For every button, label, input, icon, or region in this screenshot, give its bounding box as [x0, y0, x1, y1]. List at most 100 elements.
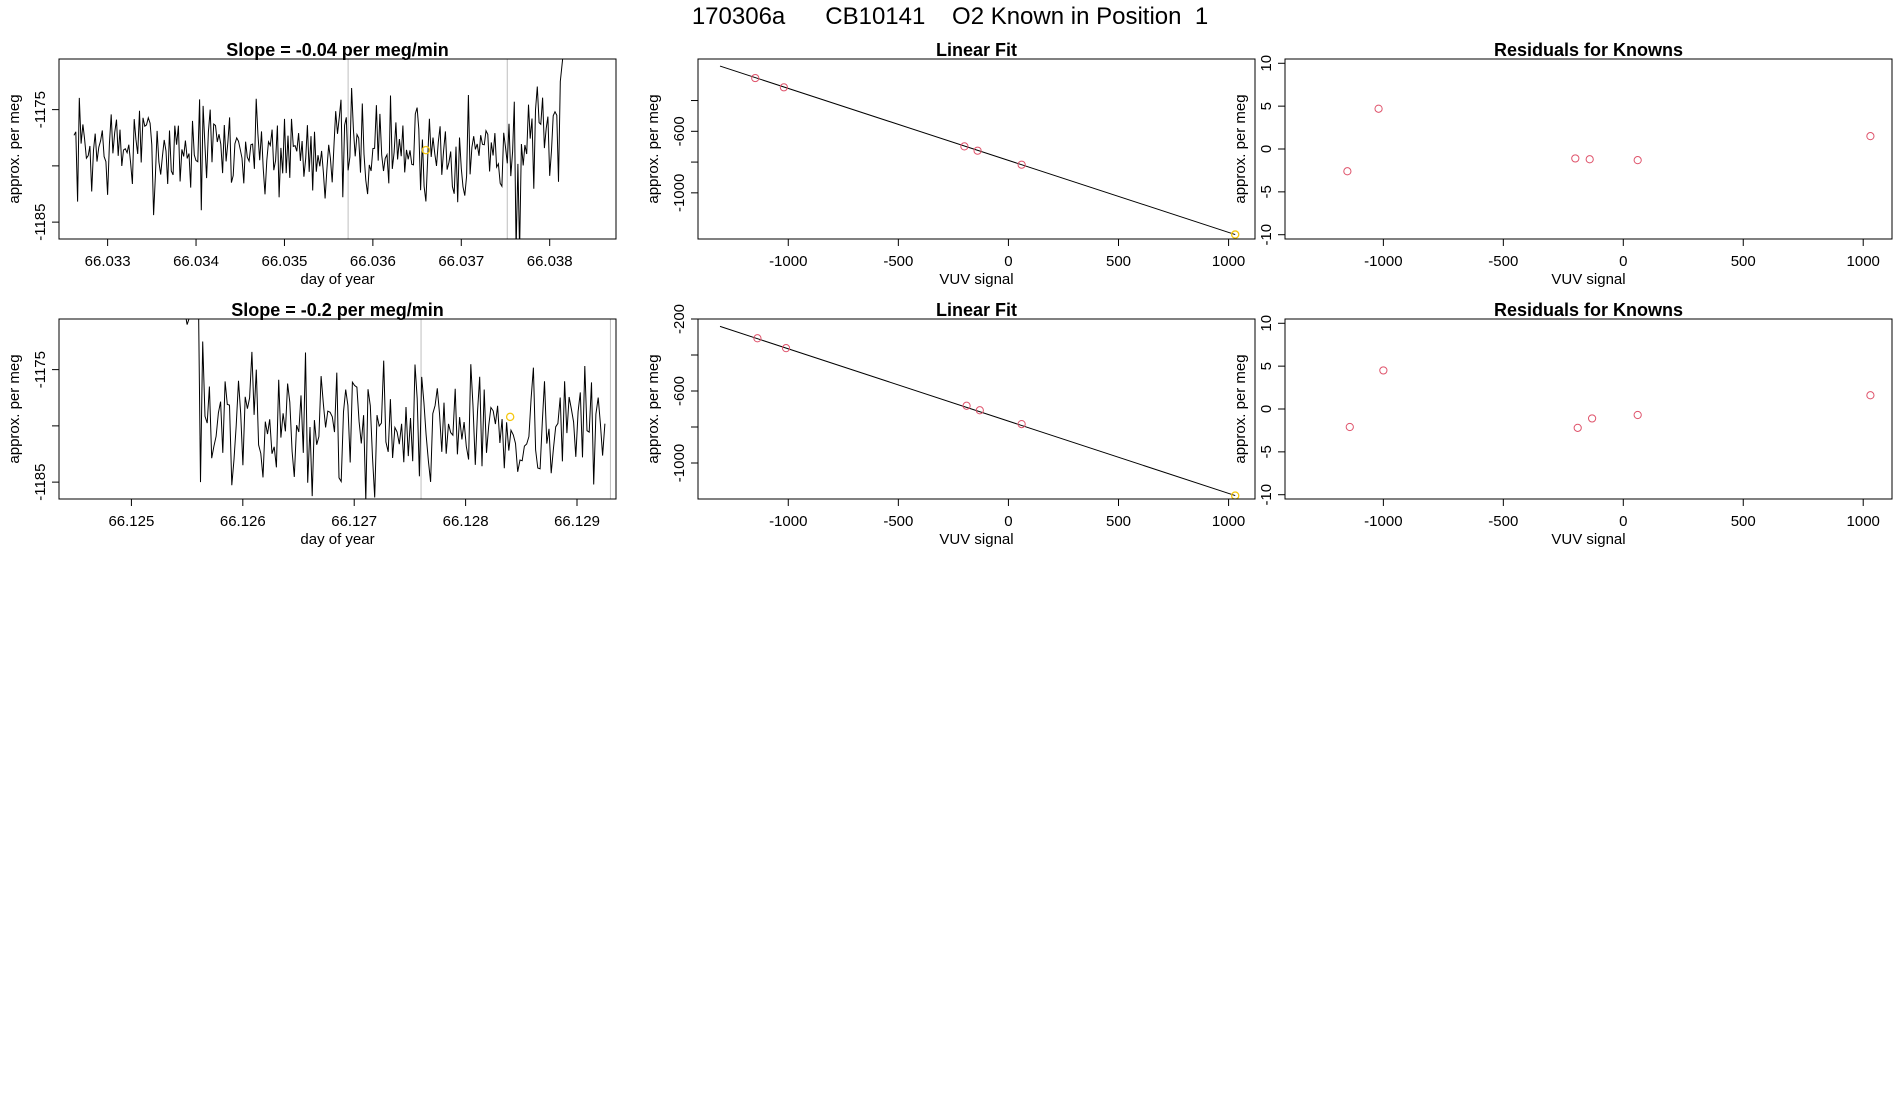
data-point-4 [1017, 160, 1026, 169]
x-tick-label-0: -1000 [1364, 513, 1402, 530]
page-title: 170306a CB10141 O2 Known in Position 1 [691, 3, 1209, 30]
y-tick-label-0: -1000 [671, 444, 688, 482]
x-tick-label-0: -1000 [769, 253, 807, 270]
y-axis-label: approx. per meg [6, 94, 23, 203]
data-point-1 [1374, 104, 1383, 113]
highlight-point [421, 145, 431, 155]
x-tick-label-5: 66.038 [527, 253, 573, 270]
fit-line [719, 325, 1236, 497]
panel-res2: Residuals for Knowns -1000 -500 0 500 1000 VUV… [1232, 300, 1893, 548]
plot-frame [697, 318, 1256, 500]
x-tick-label-2: 0 [1004, 513, 1012, 530]
data-point-5 [1866, 132, 1875, 141]
x-tick-label-1: 66.126 [220, 513, 266, 530]
data-point-3 [973, 146, 982, 155]
x-tick-label-2: 66.035 [262, 253, 308, 270]
plot-data [719, 325, 1240, 499]
x-axis-label: day of year [300, 531, 374, 548]
y-axis-label: approx. per meg [645, 94, 662, 203]
data-point-1 [781, 344, 791, 353]
plot-frame [58, 318, 617, 500]
panel-res1: Residuals for Knowns -1000 -500 0 500 1000 VUV… [1232, 40, 1893, 288]
chart-title: Linear Fit [936, 300, 1017, 320]
y-tick-label-3: 5 [1258, 362, 1275, 370]
x-axis-label: VUV signal [1551, 531, 1625, 548]
chart-title: Slope = -0.2 per meg/min [231, 300, 444, 320]
x-tick-label-4: 1000 [1212, 253, 1245, 270]
x-axis-label: VUV signal [1551, 271, 1625, 288]
x-tick-label-4: 66.129 [554, 513, 600, 530]
panel-fit1: Linear Fit -1000 -500 0 500 1000 VUV signal -10… [645, 40, 1256, 288]
x-tick-label-3: 66.128 [443, 513, 489, 530]
data-point-3 [975, 406, 984, 415]
data-point-1 [779, 83, 788, 92]
x-tick-label-1: 66.034 [173, 253, 219, 270]
data-point-0 [1343, 167, 1352, 176]
data-point-0 [751, 73, 760, 83]
x-tick-label-0: -1000 [769, 513, 807, 530]
highlight-point [1230, 491, 1240, 499]
x-tick-label-3: 500 [1731, 253, 1756, 270]
x-tick-label-0: 66.033 [85, 253, 131, 270]
y-tick-label-2: 0 [1258, 145, 1275, 153]
data-point-2 [1571, 154, 1580, 163]
series-line [185, 319, 606, 499]
x-tick-label-2: 0 [1004, 253, 1012, 270]
y-tick-label-3: 5 [1258, 102, 1275, 110]
y-axis-label: approx. per meg [1232, 354, 1249, 463]
y-tick-label-4: -200 [671, 304, 688, 334]
y-tick-label-4: 10 [1258, 315, 1275, 332]
data-point-2 [962, 401, 971, 410]
data-point-2 [1573, 423, 1582, 432]
x-tick-label-1: -500 [883, 253, 913, 270]
y-tick-label-0: -1000 [671, 174, 688, 212]
data-point-0 [753, 334, 762, 343]
plot-data [719, 65, 1240, 239]
x-tick-label-2: 0 [1619, 253, 1627, 270]
chart-title: Linear Fit [936, 40, 1017, 60]
data-point-3 [1587, 414, 1597, 423]
y-tick-label-2: -600 [671, 116, 688, 146]
x-axis-label: day of year [300, 271, 374, 288]
y-axis-label: approx. per meg [1232, 94, 1249, 203]
x-tick-label-3: 66.036 [350, 253, 396, 270]
chart-title: Slope = -0.04 per meg/min [226, 40, 449, 60]
y-tick-label-2: -600 [671, 376, 688, 406]
x-tick-label-4: 66.037 [438, 253, 484, 270]
data-point-5 [1866, 391, 1875, 400]
panel-fit2: Linear Fit -1000 -500 0 500 1000 VUV signal -10… [645, 300, 1256, 548]
chart-title: Residuals for Knowns [1494, 300, 1683, 320]
x-tick-label-3: 500 [1106, 513, 1131, 530]
y-tick-label-1: -5 [1258, 185, 1275, 198]
y-axis-label: approx. per meg [6, 354, 23, 463]
x-tick-label-0: 66.125 [108, 513, 154, 530]
y-tick-label-0: -10 [1258, 224, 1275, 246]
highlight-point [1230, 230, 1240, 239]
data-point-4 [1017, 420, 1026, 429]
x-tick-label-1: -500 [1488, 253, 1518, 270]
y-tick-label-0: -1185 [32, 203, 49, 240]
data-point-1 [1379, 366, 1388, 375]
panel-ts2: Slope = -0.2 per meg/min 66.125 66.126 66.1… [6, 300, 617, 548]
x-tick-label-1: -500 [883, 513, 913, 530]
y-tick-label-0: -10 [1258, 484, 1275, 506]
x-tick-label-2: 0 [1619, 513, 1627, 530]
plot-frame [1284, 58, 1893, 240]
y-axis-label: approx. per meg [645, 354, 662, 463]
x-tick-label-4: 1000 [1212, 513, 1245, 530]
chart-title: Residuals for Knowns [1494, 40, 1683, 60]
y-tick-label-4: 10 [1258, 55, 1275, 72]
plot-frame [697, 58, 1256, 240]
plot-data [185, 319, 611, 499]
y-tick-label-0: -1185 [32, 463, 49, 500]
plot-data [73, 59, 564, 239]
plot-frame [58, 58, 617, 240]
data-point-2 [960, 142, 969, 151]
x-tick-label-3: 500 [1106, 253, 1131, 270]
x-axis-label: VUV signal [939, 271, 1013, 288]
y-tick-label-2: 0 [1258, 405, 1275, 413]
y-tick-label-1: -5 [1258, 445, 1275, 458]
plot-data [1343, 104, 1875, 176]
x-axis-label: VUV signal [939, 531, 1013, 548]
x-tick-label-4: 1000 [1847, 253, 1880, 270]
